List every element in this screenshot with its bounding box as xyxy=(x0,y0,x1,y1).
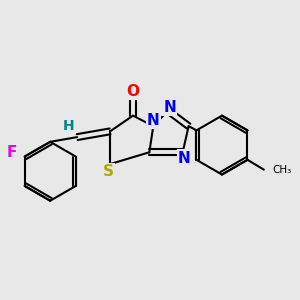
Text: F: F xyxy=(7,145,17,160)
Text: H: H xyxy=(63,119,75,133)
Text: N: N xyxy=(178,151,191,166)
Text: N: N xyxy=(147,113,160,128)
Text: O: O xyxy=(127,84,140,99)
Text: N: N xyxy=(163,100,176,115)
Text: S: S xyxy=(103,164,114,179)
Text: CH₃: CH₃ xyxy=(272,165,291,175)
